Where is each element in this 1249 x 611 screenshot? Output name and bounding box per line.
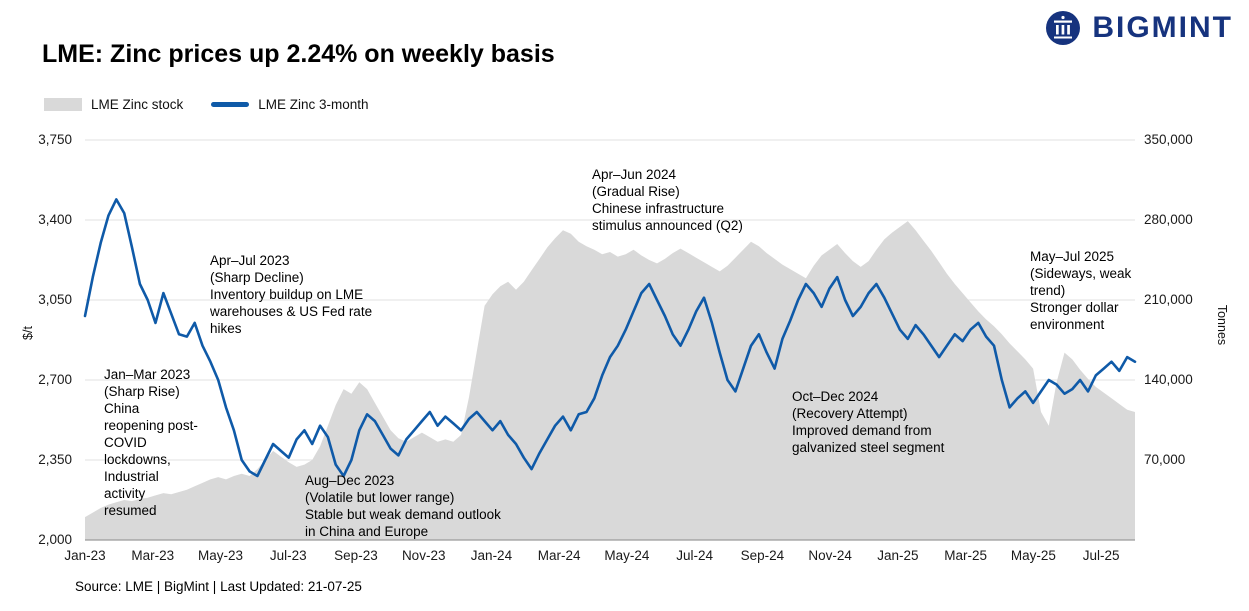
legend-item-price: LME Zinc 3-month (211, 97, 369, 112)
plot-area (83, 139, 1137, 541)
x-tick: Jan-23 (64, 548, 106, 563)
x-tick: Jan-25 (877, 548, 919, 563)
brand-name: BIGMINT (1092, 11, 1233, 44)
stock-area-swatch (44, 98, 82, 111)
price-line-swatch (211, 102, 250, 107)
y-right-tick: 350,000 (1144, 132, 1193, 147)
x-tick: May-24 (604, 548, 650, 563)
x-tick: Nov-23 (401, 548, 446, 563)
annotation-apr-jul-2023: Apr–Jul 2023 (Sharp Decline) Inventory b… (210, 253, 373, 336)
source-note: Source: LME | BigMint | Last Updated: 21… (75, 579, 362, 594)
y-right-tick: 210,000 (1144, 292, 1193, 307)
price-line-series (83, 198, 1137, 478)
bigmint-logo-icon (1046, 11, 1081, 45)
y-right-tick: 70,000 (1144, 452, 1186, 467)
x-tick: Sep-23 (334, 548, 378, 563)
y-left-tick: 2,350 (38, 452, 72, 467)
page-title: LME: Zinc prices up 2.24% on weekly basi… (42, 40, 555, 68)
brand-logo: BIGMINT (1043, 8, 1233, 48)
x-tick: May-23 (197, 548, 243, 563)
right-axis-title: Tonnes (1215, 304, 1229, 346)
x-tick: Jul-23 (269, 548, 307, 563)
x-tick: Nov-24 (808, 548, 852, 563)
left-axis-title: $/t (21, 326, 35, 340)
x-tick: Mar-24 (537, 548, 581, 563)
legend-item-stock: LME Zinc stock (44, 97, 183, 112)
y-left-tick: 3,750 (38, 132, 72, 147)
x-tick: Mar-25 (944, 548, 988, 563)
x-tick: May-25 (1010, 548, 1056, 563)
y-left-tick: 2,700 (38, 372, 72, 387)
x-tick: Mar-23 (131, 548, 175, 563)
legend-label-price: LME Zinc 3-month (258, 97, 369, 112)
x-tick: Jan-24 (470, 548, 513, 563)
annotation-jan-mar-2023: Jan–Mar 2023 (Sharp Rise) China reopenin… (104, 367, 198, 518)
annotation-may-jul-2025: May–Jul 2025 (Sideways, weak trend) Stro… (1030, 249, 1132, 332)
annotation-aug-dec-2023: Aug–Dec 2023 (Volatile but lower range) … (305, 473, 501, 539)
y-right-tick: 140,000 (1144, 372, 1193, 387)
stock-area-series (85, 221, 1135, 540)
y-left-tick: 3,050 (38, 292, 72, 307)
x-tick: Jul-25 (1082, 548, 1120, 563)
x-tick: Jul-24 (676, 548, 714, 563)
y-right-tick: 280,000 (1144, 212, 1193, 227)
annotation-oct-dec-2024: Oct–Dec 2024 (Recovery Attempt) Improved… (792, 389, 945, 455)
annotation-apr-jun-2024: Apr–Jun 2024 (Gradual Rise) Chinese infr… (592, 167, 743, 233)
y-left-tick: 2,000 (38, 532, 72, 547)
x-tick: Sep-24 (740, 548, 785, 563)
chart-legend: LME Zinc stock LME Zinc 3-month (44, 97, 369, 112)
legend-label-stock: LME Zinc stock (91, 97, 184, 112)
y-left-tick: 3,400 (38, 212, 72, 227)
